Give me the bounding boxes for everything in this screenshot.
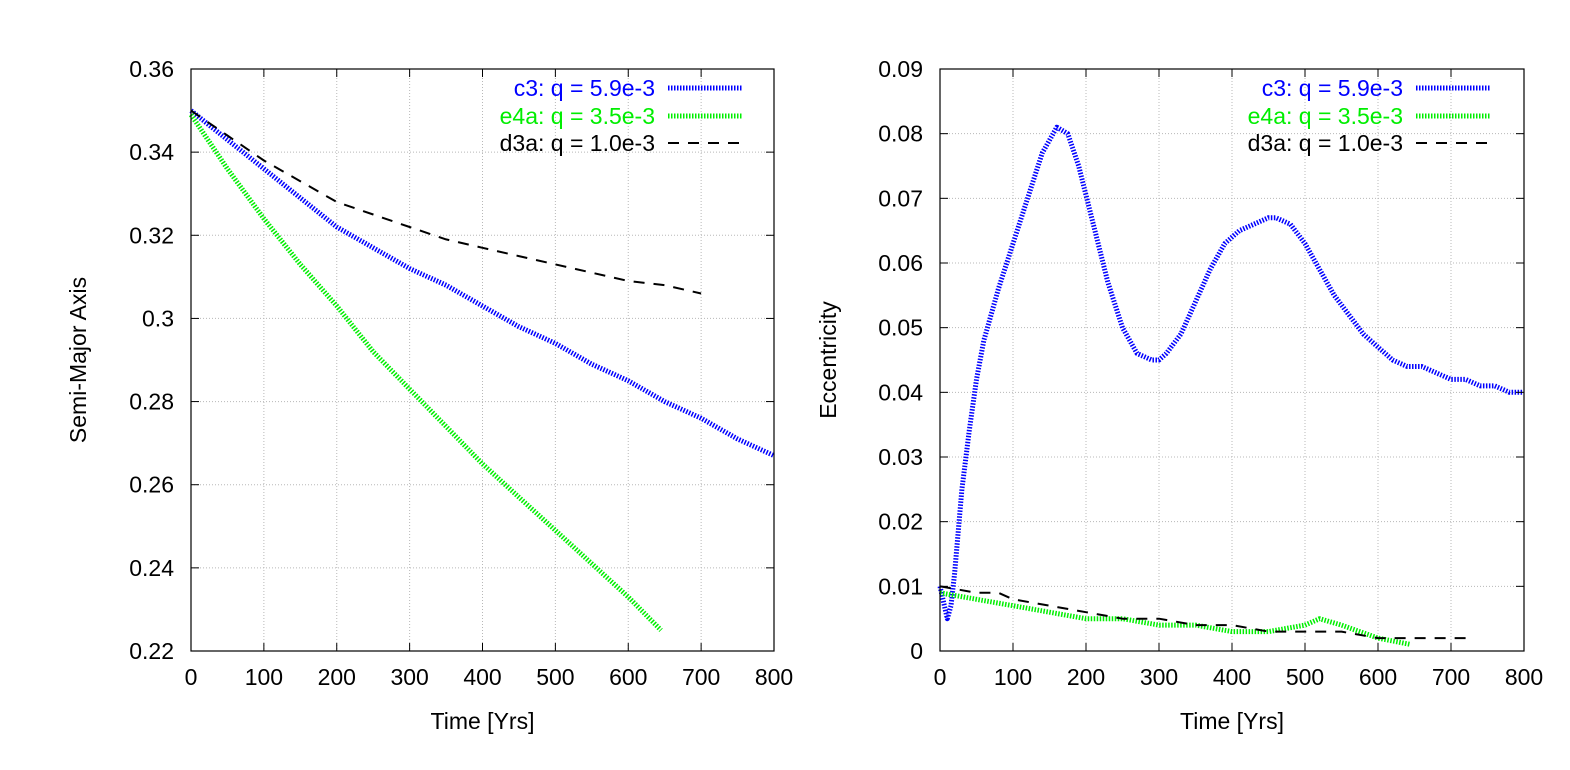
legend-label-2: e4a: q = 3.5e-3 xyxy=(1248,103,1403,129)
y-tick-label: 0.09 xyxy=(878,56,923,82)
y-tick-label: 0.3 xyxy=(142,305,174,331)
x-tick-label: 400 xyxy=(463,664,501,690)
x-tick-label: 500 xyxy=(536,664,574,690)
x-tick-label: 700 xyxy=(1432,664,1470,690)
x-tick-label: 600 xyxy=(1359,664,1397,690)
y-tick-label: 0.34 xyxy=(129,139,174,165)
chart-panel-2: 0 100 200 300 400 500 600 700 800 0 0.01 0.02 0.03 0.… xyxy=(815,56,1543,734)
series-line-3 xyxy=(939,585,1466,640)
legend-label-1: c3: q = 5.9e-3 xyxy=(1262,75,1403,101)
x-tick-label: 200 xyxy=(1067,664,1105,690)
series-line-3 xyxy=(190,109,702,295)
x-tick-label: 100 xyxy=(994,664,1032,690)
y-tick-label: 0.02 xyxy=(878,509,923,535)
x-tick-label: 0 xyxy=(934,664,947,690)
y-tick-label: 0.08 xyxy=(878,121,923,147)
x-tick-label: 200 xyxy=(318,664,356,690)
x-tick-label: 800 xyxy=(755,664,793,690)
x-tick-label: 600 xyxy=(609,664,647,690)
x-axis-title: Time [Yrs] xyxy=(1180,708,1284,734)
legend-label-3: d3a: q = 1.0e-3 xyxy=(500,130,655,156)
y-axis-title: Eccentricity xyxy=(815,301,841,419)
x-tick-label: 100 xyxy=(245,664,283,690)
x-tick-label: 0 xyxy=(185,664,198,690)
y-tick-label: 0 xyxy=(910,638,923,664)
legend-label-2: e4a: q = 3.5e-3 xyxy=(500,103,655,129)
x-tick-label: 300 xyxy=(1140,664,1178,690)
x-tick-label: 300 xyxy=(390,664,428,690)
series-line-2 xyxy=(939,590,1412,647)
y-tick-label: 0.04 xyxy=(878,379,923,405)
chart-panel-1: 0 100 200 300 400 500 600 700 800 0.22 0.24 0.26 0.2… xyxy=(65,56,793,734)
x-axis-title: Time [Yrs] xyxy=(431,708,535,734)
legend-label-3: d3a: q = 1.0e-3 xyxy=(1248,130,1403,156)
x-tick-label: 400 xyxy=(1213,664,1251,690)
y-tick-label: 0.32 xyxy=(129,222,174,248)
series-line-1 xyxy=(937,124,1524,622)
x-tick-label: 500 xyxy=(1286,664,1324,690)
y-axis-title: Semi-Major Axis xyxy=(65,277,91,443)
y-tick-label: 0.26 xyxy=(129,472,174,498)
x-tick-label: 700 xyxy=(682,664,720,690)
x-tick-label: 800 xyxy=(1505,664,1543,690)
y-tick-label: 0.01 xyxy=(878,573,923,599)
y-tick-label: 0.36 xyxy=(129,56,174,82)
y-tick-label: 0.03 xyxy=(878,444,923,470)
y-tick-label: 0.24 xyxy=(129,555,174,581)
y-tick-label: 0.28 xyxy=(129,389,174,415)
y-tick-label: 0.07 xyxy=(878,185,923,211)
series-line-1 xyxy=(189,108,776,458)
legend-label-1: c3: q = 5.9e-3 xyxy=(514,75,655,101)
y-tick-label: 0.06 xyxy=(878,250,923,276)
series-line-2 xyxy=(188,113,663,632)
y-tick-label: 0.22 xyxy=(129,638,174,664)
y-tick-label: 0.05 xyxy=(878,315,923,341)
